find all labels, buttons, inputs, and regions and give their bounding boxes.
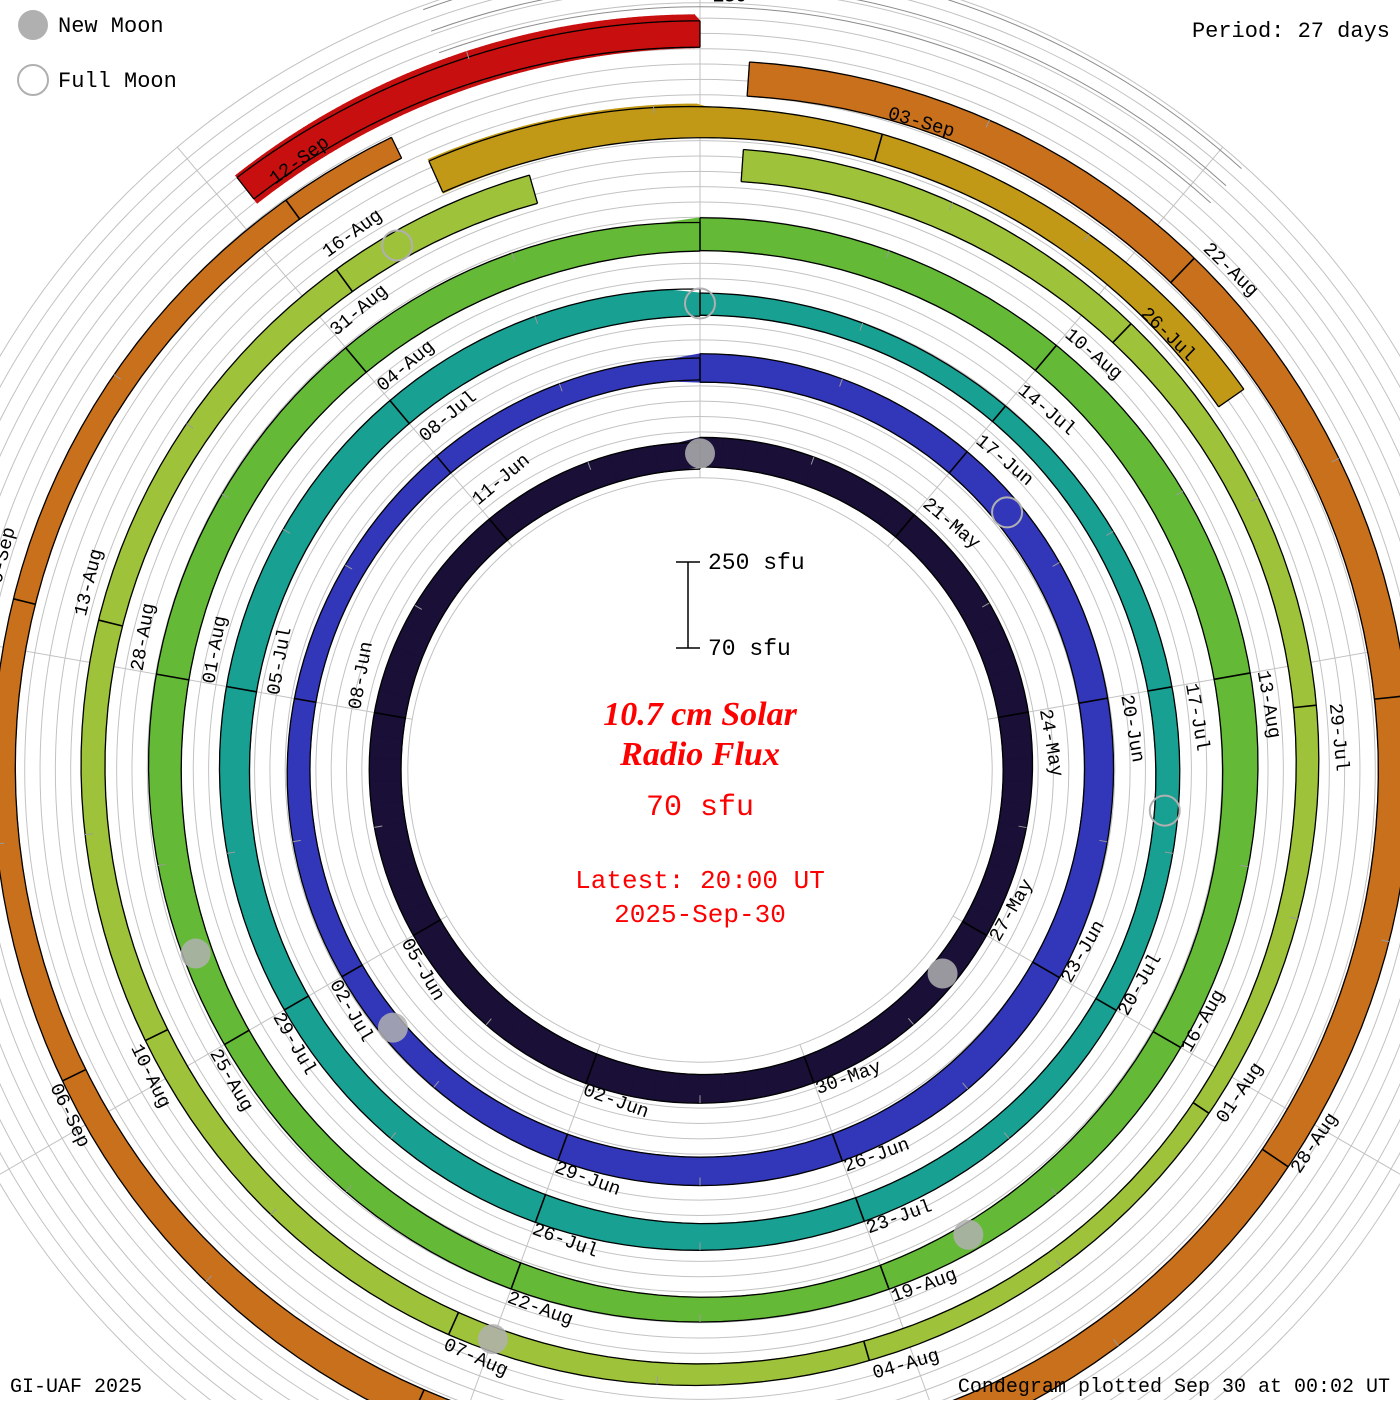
svg-text:130: 130 — [713, 0, 747, 7]
svg-text:70 sfu: 70 sfu — [646, 791, 754, 825]
svg-text:GI-UAF 2025: GI-UAF 2025 — [10, 1376, 142, 1399]
svg-text:Full Moon: Full Moon — [58, 69, 177, 94]
svg-text:Radio Flux: Radio Flux — [619, 736, 780, 773]
svg-text:Condegram plotted Sep 30 at 00: Condegram plotted Sep 30 at 00:02 UT — [958, 1376, 1390, 1399]
svg-text:250 sfu: 250 sfu — [708, 550, 805, 576]
svg-text:10.7 cm Solar: 10.7 cm Solar — [603, 696, 797, 733]
svg-text:70 sfu: 70 sfu — [708, 636, 791, 662]
svg-text:Period: 27 days: Period: 27 days — [1192, 19, 1390, 44]
svg-text:New Moon: New Moon — [58, 14, 164, 39]
svg-text:Latest: 20:00 UT: Latest: 20:00 UT — [575, 866, 825, 896]
svg-text:2025-Sep-30: 2025-Sep-30 — [614, 900, 786, 930]
